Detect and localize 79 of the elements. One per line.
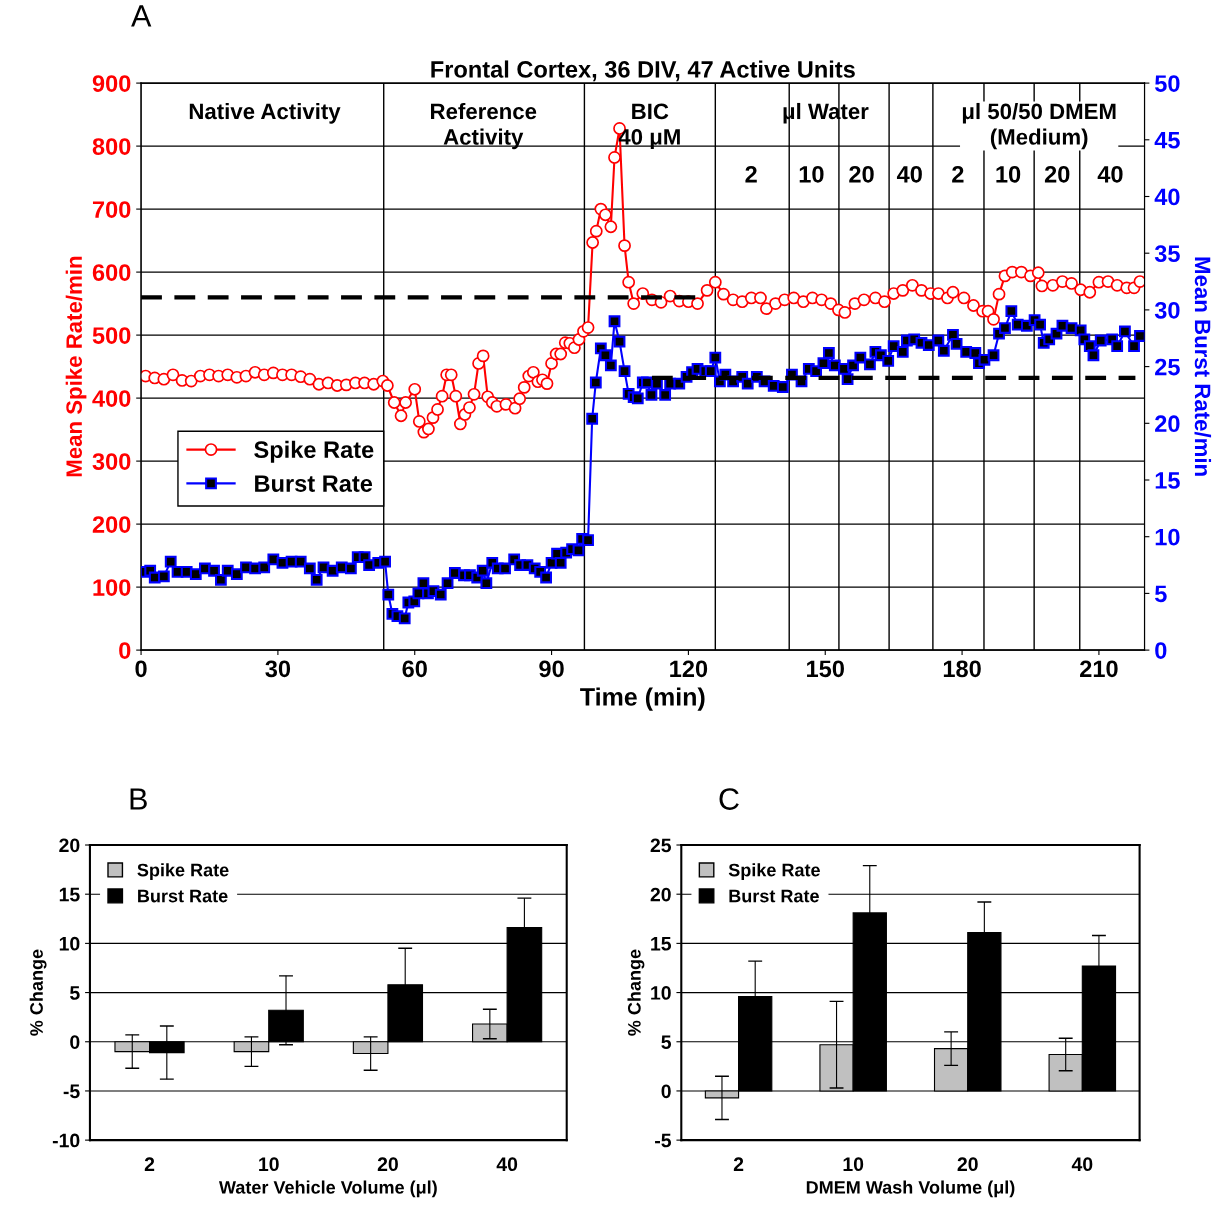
legend-label: Spike Rate [137,863,229,880]
y-tick-label: 20 [59,838,80,853]
x-tick-label: 30 [265,660,291,678]
annotation: 10 [799,165,824,183]
annotation: 40 [896,165,922,183]
y-axis-title: % Change [627,949,645,1036]
x-tick-label: 180 [943,660,981,678]
annotation: Reference Activity [431,102,537,150]
y-tick-label: 900 [92,75,131,92]
text: A [131,5,152,27]
y2-tick-label: 0 [1155,642,1167,659]
x-tick-label: 40 [496,1157,518,1172]
x-tick-label: 210 [1080,660,1118,678]
y2-tick-label: 10 [1155,528,1180,546]
y-tick-label: 200 [92,516,131,533]
y-tick-label: 20 [650,887,671,902]
y-tick-label: -10 [52,1133,80,1148]
x-tick-label: 20 [957,1157,978,1172]
annotation: 2 [952,165,964,183]
annotation: Native Activity [189,102,341,124]
x-tick-label: 20 [377,1157,398,1172]
y-tick-label: 5 [661,1035,672,1049]
y2-tick-label: 45 [1154,132,1180,149]
legend-label: Spike Rate [254,440,374,463]
x-tick-label: 2 [733,1157,744,1171]
y2-tick-label: 5 [1154,585,1167,603]
y2-tick-label: 25 [1155,358,1180,376]
x-tick-label: 150 [807,660,844,678]
y2-axis-title: Mean Burst Rate/min [1194,257,1212,476]
y-tick-label: 500 [92,327,131,344]
y-tick-label: 400 [92,390,131,407]
y-axis-title: Mean Spike Rate/min [65,256,87,477]
y-tick-label: 800 [92,138,131,155]
y2-tick-label: 50 [1154,75,1180,92]
y-tick-label: 15 [651,937,672,951]
annotation: μl 50/50 DMEM (Medium) [962,102,1116,150]
x-tick-label: 0 [135,660,147,678]
chart-title: Frontal Cortex, 36 DIV, 47 Active Units [431,60,855,82]
x-tick-label: 10 [843,1157,864,1172]
y2-tick-label: 35 [1154,245,1180,263]
y-tick-label: 15 [59,887,80,902]
legend-label: Spike Rate [728,863,820,880]
legend-label: Burst Rate [255,475,373,492]
y-tick-label: 300 [92,453,131,470]
x-tick-label: 90 [539,660,564,678]
y2-tick-label: 30 [1154,301,1180,319]
y-tick-label: -5 [655,1133,672,1148]
x-tick-label: 60 [402,660,427,678]
legend-label: Burst Rate [138,889,228,903]
text: C [719,788,739,810]
text: B [130,788,147,810]
annotation: 20 [849,165,874,183]
x-axis-title: Water Vehicle Volume (μl) [218,1180,437,1198]
y-tick-label: 10 [651,986,671,1000]
y-tick-label: 100 [93,579,131,596]
y-tick-label: 0 [70,1035,80,1049]
y2-tick-label: 15 [1155,472,1180,489]
x-tick-label: 120 [670,660,708,678]
y-tick-label: -5 [63,1084,80,1099]
y-tick-label: 0 [661,1084,671,1099]
y-tick-label: 0 [119,642,131,659]
y2-tick-label: 40 [1154,188,1180,206]
y-tick-label: 700 [92,201,131,218]
x-axis-title: DMEM Wash Volume (μl) [806,1180,1015,1198]
x-tick-label: 10 [259,1157,279,1172]
annotation: 20 [1044,165,1070,183]
legend-label: Burst Rate [729,889,819,903]
y2-tick-label: 20 [1155,415,1180,433]
x-tick-label: 2 [144,1157,155,1171]
y-tick-label: 5 [70,986,80,1000]
x-tick-label: 40 [1071,1157,1093,1172]
y-tick-label: 25 [650,838,672,853]
y-axis-title: % Change [29,949,47,1036]
y-tick-label: 600 [92,264,131,281]
annotation: 10 [996,165,1021,183]
annotation: 40 [1097,165,1123,183]
y-tick-label: 10 [59,936,80,951]
annotation: 2 [745,165,757,183]
x-axis-title: Time (min) [580,687,705,711]
